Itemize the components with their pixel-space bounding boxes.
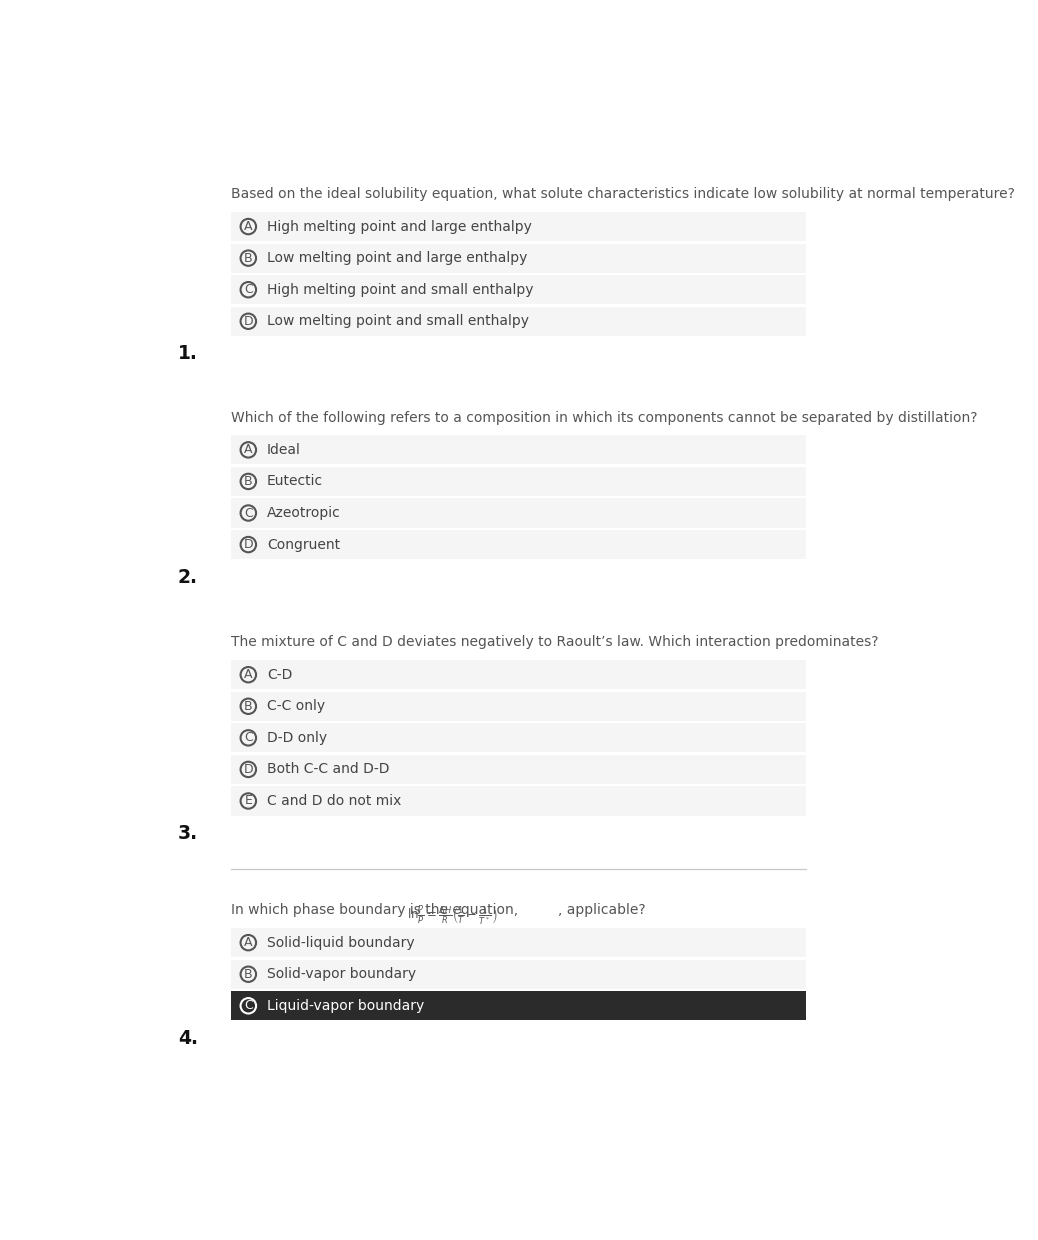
Text: Congruent: Congruent — [267, 538, 340, 552]
Text: , applicable?: , applicable? — [558, 904, 646, 918]
FancyBboxPatch shape — [231, 306, 807, 336]
Text: $\mathrm{ln}\frac{p}{P} = \frac{\Delta H}{R}\left(\frac{1}{T} - \frac{1}{T^*}\ri: $\mathrm{ln}\frac{p}{P} = \frac{\Delta H… — [407, 904, 497, 926]
FancyBboxPatch shape — [231, 660, 807, 689]
Text: In which phase boundary is the equation,: In which phase boundary is the equation, — [231, 904, 518, 918]
Text: C and D do not mix: C and D do not mix — [267, 794, 402, 808]
FancyBboxPatch shape — [231, 435, 807, 465]
FancyBboxPatch shape — [231, 466, 807, 496]
Text: Low melting point and large enthalpy: Low melting point and large enthalpy — [267, 252, 527, 265]
FancyBboxPatch shape — [231, 529, 807, 559]
Text: 1.: 1. — [177, 345, 197, 363]
Text: The mixture of C and D deviates negatively to Raoult’s law. Which interaction pr: The mixture of C and D deviates negative… — [231, 635, 879, 650]
Text: C: C — [244, 732, 252, 744]
Text: D: D — [244, 763, 253, 776]
Text: Low melting point and small enthalpy: Low melting point and small enthalpy — [267, 314, 529, 329]
Text: A: A — [244, 668, 252, 681]
Text: C-D: C-D — [267, 667, 293, 682]
Text: Ideal: Ideal — [267, 443, 301, 456]
Text: D: D — [244, 538, 253, 551]
Text: D: D — [244, 315, 253, 327]
Text: C: C — [244, 283, 252, 296]
FancyBboxPatch shape — [231, 786, 807, 816]
Text: High melting point and large enthalpy: High melting point and large enthalpy — [267, 219, 531, 233]
Text: C-C only: C-C only — [267, 699, 325, 713]
Text: E: E — [244, 795, 252, 807]
Text: 4.: 4. — [177, 1029, 198, 1048]
FancyBboxPatch shape — [231, 275, 807, 304]
Text: Which of the following refers to a composition in which its components cannot be: Which of the following refers to a compo… — [231, 410, 978, 424]
Text: B: B — [244, 475, 252, 489]
Text: B: B — [244, 967, 252, 981]
Text: 3.: 3. — [177, 825, 198, 843]
FancyBboxPatch shape — [231, 991, 807, 1021]
Text: A: A — [244, 936, 252, 949]
Text: Based on the ideal solubility equation, what solute characteristics indicate low: Based on the ideal solubility equation, … — [231, 187, 1015, 201]
Text: Liquid-vapor boundary: Liquid-vapor boundary — [267, 998, 425, 1013]
Text: D-D only: D-D only — [267, 730, 327, 745]
FancyBboxPatch shape — [231, 692, 807, 720]
Text: Solid-vapor boundary: Solid-vapor boundary — [267, 967, 416, 981]
FancyBboxPatch shape — [231, 243, 807, 273]
Text: A: A — [244, 219, 252, 233]
Text: High melting point and small enthalpy: High melting point and small enthalpy — [267, 283, 534, 296]
Text: Solid-liquid boundary: Solid-liquid boundary — [267, 936, 414, 950]
Text: 2.: 2. — [177, 568, 198, 587]
FancyBboxPatch shape — [231, 498, 807, 528]
Text: Both C-C and D-D: Both C-C and D-D — [267, 763, 389, 776]
Text: Azeotropic: Azeotropic — [267, 506, 340, 520]
FancyBboxPatch shape — [231, 723, 807, 753]
Text: Eutectic: Eutectic — [267, 475, 323, 489]
Text: C: C — [244, 999, 252, 1012]
FancyBboxPatch shape — [231, 212, 807, 242]
Text: B: B — [244, 252, 252, 264]
Text: A: A — [244, 444, 252, 456]
FancyBboxPatch shape — [231, 960, 807, 988]
FancyBboxPatch shape — [231, 928, 807, 957]
Text: B: B — [244, 699, 252, 713]
FancyBboxPatch shape — [231, 755, 807, 784]
Text: C: C — [244, 506, 252, 520]
